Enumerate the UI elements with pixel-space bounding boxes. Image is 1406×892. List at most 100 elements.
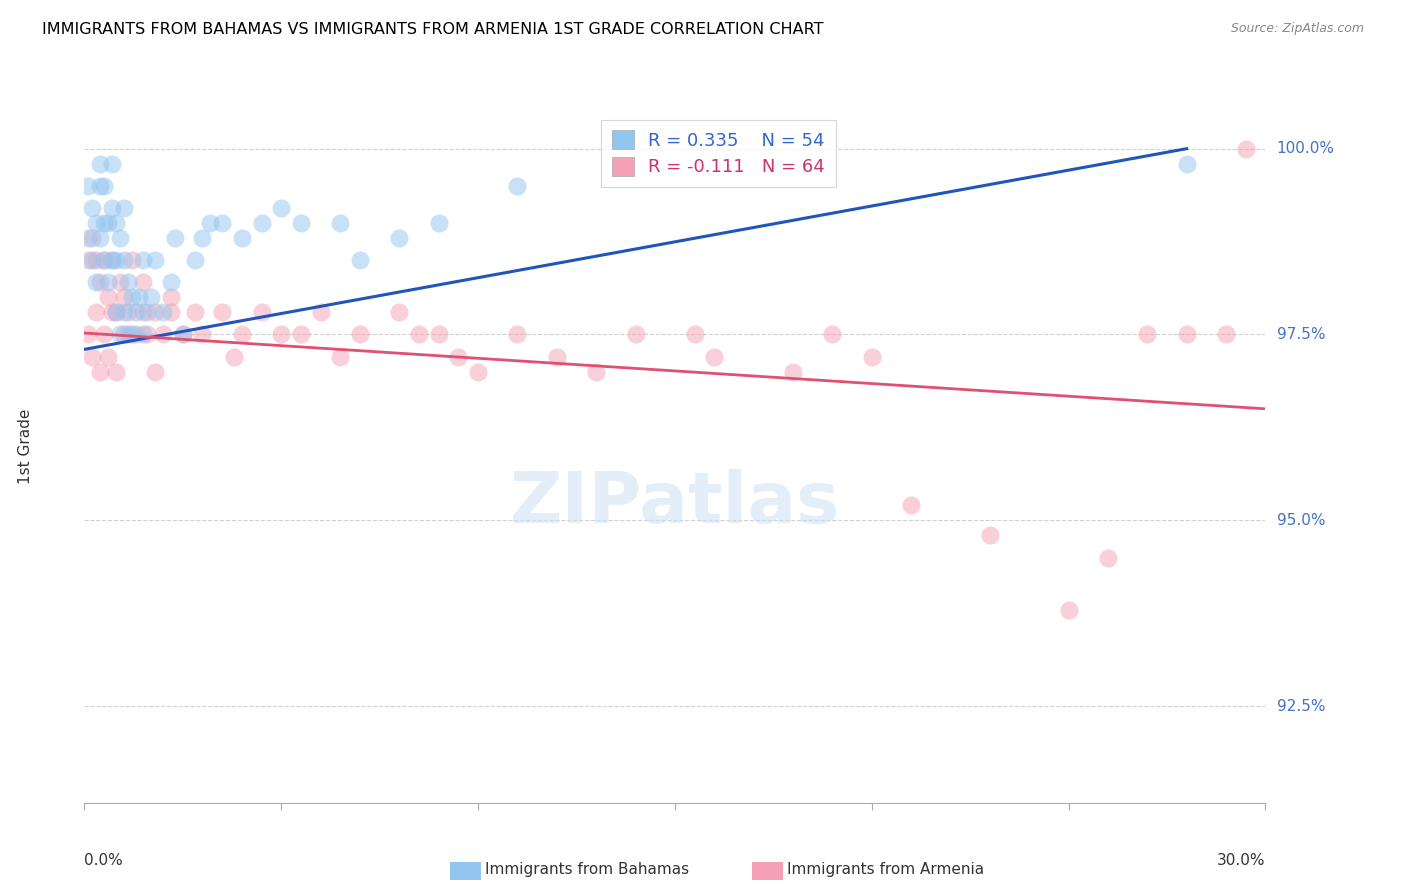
Point (77, 231, 100, 245)
Point (447, 350, 470, 364)
Point (89, 156, 111, 170)
Text: 92.5%: 92.5% (1277, 698, 1324, 714)
Point (112, 305, 135, 319)
Point (104, 216, 127, 230)
Point (250, 305, 273, 319)
Point (143, 305, 166, 319)
Point (101, 253, 124, 268)
Point (290, 327, 312, 342)
Point (101, 253, 124, 268)
Text: IMMIGRANTS FROM BAHAMAS VS IMMIGRANTS FROM ARMENIA 1ST GRADE CORRELATION CHART: IMMIGRANTS FROM BAHAMAS VS IMMIGRANTS FR… (42, 22, 824, 37)
Point (231, 327, 253, 342)
Point (160, 290, 183, 304)
Point (112, 201, 135, 215)
Point (1057, 602, 1080, 616)
Point (97, 276, 120, 290)
Point (112, 253, 135, 268)
Point (141, 290, 163, 304)
Text: 1st Grade: 1st Grade (18, 409, 32, 483)
Point (200, 216, 222, 230)
Point (108, 231, 131, 245)
Point (128, 290, 150, 304)
Point (97, 290, 120, 304)
Point (160, 276, 183, 290)
Point (89, 365, 111, 379)
Point (1136, 327, 1159, 342)
Point (93, 178, 115, 193)
Point (211, 305, 233, 319)
Point (132, 305, 155, 319)
Point (136, 327, 159, 342)
Point (506, 178, 529, 193)
Point (172, 327, 194, 342)
Point (89, 231, 111, 245)
Point (82, 231, 104, 245)
Point (900, 499, 922, 513)
Point (143, 365, 166, 379)
Point (143, 253, 166, 268)
Point (82, 253, 104, 268)
Point (84, 216, 107, 230)
Point (1175, 156, 1198, 170)
Point (77, 178, 100, 193)
Point (172, 327, 194, 342)
Text: Source: ZipAtlas.com: Source: ZipAtlas.com (1230, 22, 1364, 36)
Point (388, 305, 411, 319)
Point (89, 178, 111, 193)
Point (309, 305, 332, 319)
Text: ZIPatlas: ZIPatlas (510, 468, 839, 538)
Point (108, 276, 131, 290)
Point (546, 350, 568, 364)
Point (101, 305, 124, 319)
Point (1234, 142, 1257, 156)
Point (117, 327, 139, 342)
Point (211, 216, 233, 230)
Point (132, 253, 155, 268)
Point (121, 327, 143, 342)
Point (93, 216, 115, 230)
Point (290, 216, 312, 230)
Point (121, 290, 143, 304)
Point (624, 327, 647, 342)
Point (183, 253, 205, 268)
Point (152, 305, 174, 319)
Point (329, 350, 352, 364)
Point (782, 365, 804, 379)
Point (270, 201, 292, 215)
Point (222, 350, 245, 364)
Point (467, 365, 489, 379)
Point (93, 327, 115, 342)
Point (191, 231, 214, 245)
Point (108, 327, 131, 342)
Text: 97.5%: 97.5% (1277, 327, 1324, 342)
Text: Immigrants from Armenia: Immigrants from Armenia (787, 863, 984, 877)
Point (860, 350, 883, 364)
Point (231, 231, 253, 245)
Point (84, 276, 107, 290)
Point (506, 327, 529, 342)
Point (124, 327, 146, 342)
Point (77, 327, 100, 342)
Point (101, 156, 124, 170)
Point (97, 216, 120, 230)
Point (124, 305, 146, 319)
Point (683, 327, 706, 342)
Legend: R = 0.335    N = 54, R = -0.111   N = 64: R = 0.335 N = 54, R = -0.111 N = 64 (602, 120, 835, 187)
Point (121, 253, 143, 268)
Point (160, 305, 183, 319)
Point (349, 327, 371, 342)
Point (112, 290, 135, 304)
Point (427, 216, 450, 230)
Point (117, 276, 139, 290)
Point (112, 327, 135, 342)
Point (101, 201, 124, 215)
Point (427, 327, 450, 342)
Point (93, 253, 115, 268)
Text: Immigrants from Bahamas: Immigrants from Bahamas (485, 863, 689, 877)
Point (104, 305, 127, 319)
Text: 95.0%: 95.0% (1277, 513, 1324, 528)
Point (82, 201, 104, 215)
Point (329, 216, 352, 230)
Point (388, 231, 411, 245)
Point (82, 350, 104, 364)
